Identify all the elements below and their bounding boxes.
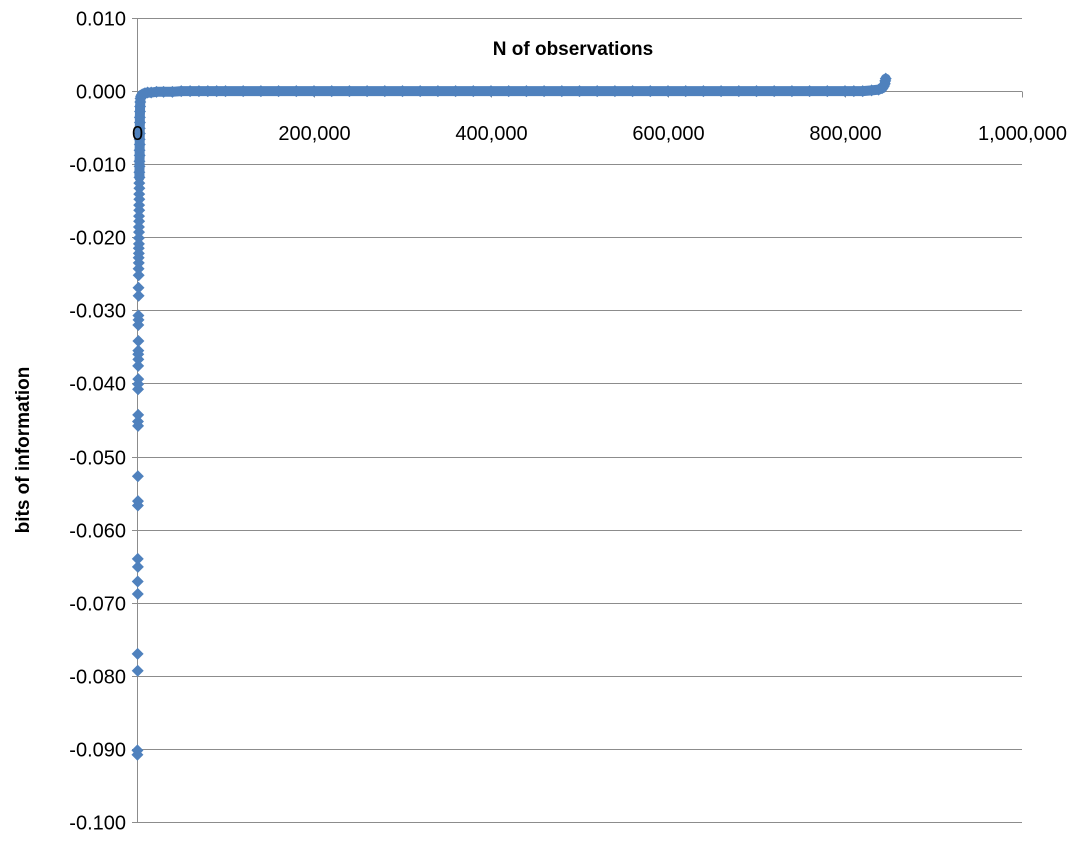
dense-point-band (135, 73, 891, 117)
data-point (131, 664, 144, 677)
data-point (131, 560, 144, 573)
x-tick-labels: 0 200,000 400,000 600,000 800,000 1,000,000 (132, 123, 1067, 145)
axes (132, 18, 1023, 823)
x-tick-label: 0 (132, 123, 143, 145)
data-point (131, 552, 144, 565)
x-tick-label: 400,000 (455, 123, 527, 145)
data-point (132, 281, 145, 294)
data-point (131, 575, 144, 588)
data-point (132, 309, 145, 322)
y-axis-title: bits of information (13, 367, 34, 534)
data-point (132, 408, 145, 421)
gridlines (137, 18, 1022, 823)
data-point (131, 415, 144, 428)
data-point (131, 587, 144, 600)
data-point (131, 470, 144, 483)
y-tick-label: -0.070 (69, 594, 126, 616)
y-tick-label: 0.000 (76, 82, 126, 104)
data-point (132, 335, 145, 348)
x-tick-label: 200,000 (278, 123, 350, 145)
data-point (131, 647, 144, 660)
y-tick-label: -0.010 (69, 155, 126, 177)
data-point (132, 344, 145, 357)
data-point (131, 744, 144, 757)
y-tick-label: -0.060 (69, 521, 126, 543)
y-tick-label: -0.100 (69, 813, 126, 835)
y-tick-label: 0.010 (76, 9, 126, 31)
y-tick-label: -0.040 (69, 374, 126, 396)
y-tick-label: -0.020 (69, 228, 126, 250)
dense-point-band-vertical (134, 106, 145, 183)
x-tick-label: 800,000 (809, 123, 881, 145)
y-tick-label: -0.030 (69, 301, 126, 323)
y-tick-labels: 0.010 0.000 -0.010 -0.020 -0.030 -0.040 -0.050… (69, 9, 126, 835)
data-point (132, 289, 145, 302)
data-point (131, 495, 144, 508)
y-tick-label: -0.080 (69, 667, 126, 689)
y-tick-label: -0.050 (69, 448, 126, 470)
y-tick-label: -0.090 (69, 740, 126, 762)
x-tick-label: 1,000,000 (978, 123, 1067, 145)
data-points (131, 72, 892, 761)
x-axis-title: N of observations (493, 39, 653, 60)
data-point (132, 359, 145, 372)
x-tick-label: 600,000 (632, 123, 704, 145)
data-point (132, 269, 145, 282)
data-point (132, 373, 145, 386)
